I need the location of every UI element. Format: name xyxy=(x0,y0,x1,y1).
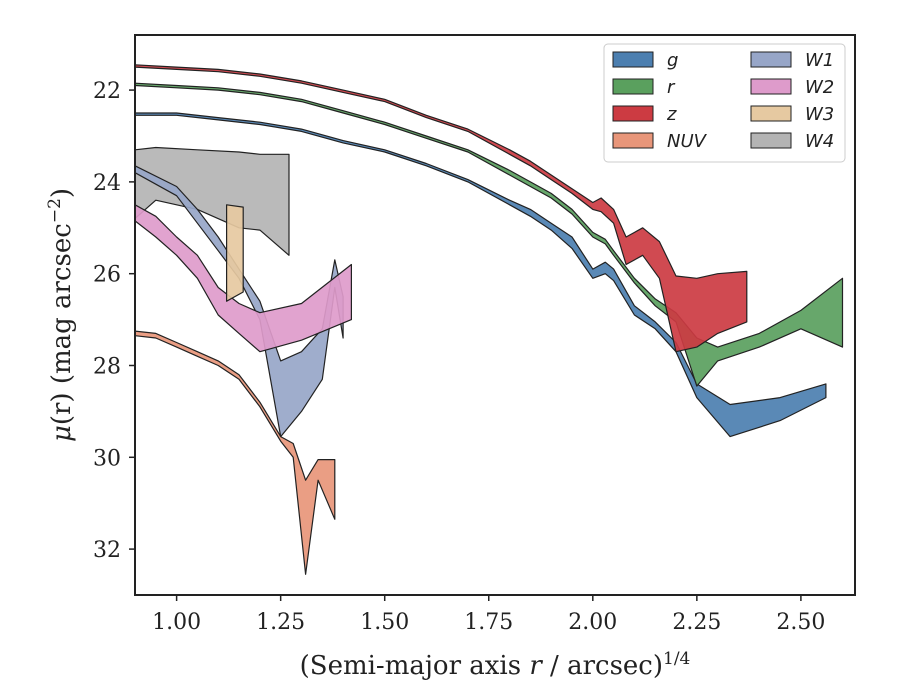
band-r xyxy=(135,82,844,387)
legend-swatch-z xyxy=(612,105,654,122)
x-tick-label: 1.50 xyxy=(360,610,409,635)
legend-label-w2: W2 xyxy=(805,77,834,98)
legend-label-z: z xyxy=(666,104,677,125)
y-tick-label: 30 xyxy=(93,446,121,471)
y-tick-label: 28 xyxy=(93,354,121,379)
y-ticks: 22 24 26 28 30 32 xyxy=(93,79,135,563)
legend-label-w1: W1 xyxy=(805,50,834,71)
y-tick-label: 32 xyxy=(93,538,121,563)
legend-label-nuv: NUV xyxy=(667,131,708,152)
y-tick-label: 24 xyxy=(93,171,121,196)
band-w2 xyxy=(135,204,352,353)
x-tick-label: 2.00 xyxy=(568,610,617,635)
legend-label-w4: W4 xyxy=(805,131,834,152)
x-tick-label: 2.25 xyxy=(672,610,721,635)
y-tick-label: 22 xyxy=(93,79,121,104)
legend-swatch-w3 xyxy=(750,105,792,122)
x-axis-label: (Semi-major axis r / arcsec)1/4 xyxy=(300,649,691,681)
legend-swatch-w1 xyxy=(750,51,792,68)
legend-label-g: g xyxy=(667,50,678,71)
legend-swatch-g xyxy=(612,51,654,68)
x-ticks: 1.00 1.25 1.50 1.75 2.00 2.25 2.50 xyxy=(152,595,825,635)
legend-label-w3: W3 xyxy=(805,104,834,125)
legend-swatch-w2 xyxy=(750,78,792,95)
legend: grz NUV W1 W2 W3 W4 xyxy=(603,43,846,163)
bands xyxy=(135,64,844,575)
legend-swatch-nuv xyxy=(612,132,654,149)
band-g xyxy=(135,112,827,438)
y-axis-label: μ(r) (mag arcsec−2) xyxy=(45,188,77,442)
x-tick-label: 1.25 xyxy=(256,610,305,635)
x-tick-label: 1.00 xyxy=(152,610,201,635)
x-tick-label: 2.50 xyxy=(776,610,825,635)
band-z xyxy=(135,64,748,353)
plot-frame xyxy=(134,34,856,596)
y-tick-label: 26 xyxy=(93,263,121,288)
legend-label-r: r xyxy=(667,77,676,98)
legend-swatch-r xyxy=(612,78,654,95)
band-nuv xyxy=(135,330,336,575)
band-w3 xyxy=(226,204,244,302)
band-w4 xyxy=(135,146,290,256)
legend-swatch-w4 xyxy=(750,132,792,149)
x-tick-label: 1.75 xyxy=(464,610,513,635)
